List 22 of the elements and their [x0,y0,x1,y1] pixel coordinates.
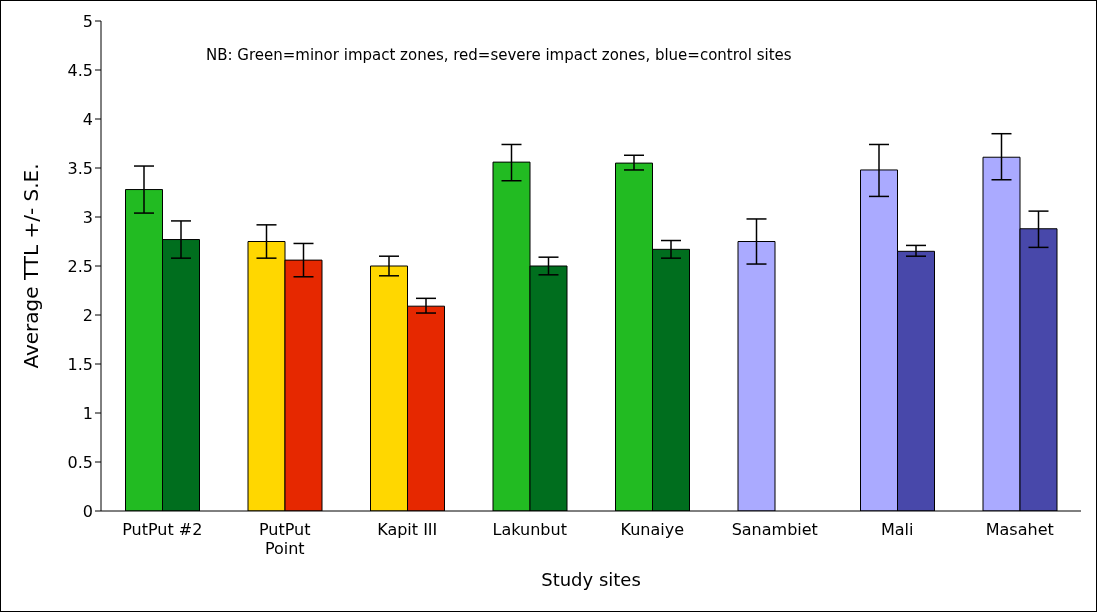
y-tick-label: 2.5 [67,256,93,276]
y-tick-label: 3 [82,207,93,227]
x-tick-label: Mali [881,520,914,539]
annotation: NB: Green=minor impact zones, red=severe impact zones, blue=control sites [206,46,792,64]
x-tick-label: Lakunbut [492,520,567,539]
x-tick-label: PutPut #2 [122,520,203,539]
x-axis-title: Study sites [541,569,641,590]
y-tick-label: 5 [82,11,93,31]
x-tick-label: Kunaiye [620,520,685,539]
x-tick-label: Sanambiet [731,520,818,539]
y-tick-label: 2 [82,305,93,325]
x-tick-label: PutPut Point [258,520,311,558]
x-tick-label: Masahet [985,520,1054,539]
y-tick-label: 4 [82,109,93,129]
y-tick-label: 3.5 [67,158,93,178]
x-tick-label: Kapit III [377,520,438,539]
y-tick-label: 0 [82,501,93,521]
y-tick-label: 1 [82,403,93,423]
y-tick-label: 1.5 [67,354,93,374]
y-tick-label: 4.5 [67,60,93,80]
y-tick-label: 0.5 [67,452,93,472]
y-axis-title: Average TTL +/- S.E. [19,163,44,369]
